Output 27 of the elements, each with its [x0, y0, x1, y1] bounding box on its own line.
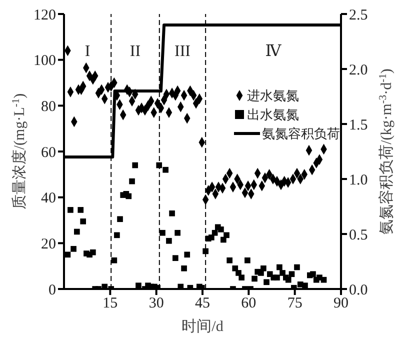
x-tick-label: 60: [241, 296, 256, 312]
x-tick-label: 15: [102, 296, 118, 312]
y-tick-label: 20: [41, 236, 56, 252]
annotation: III: [174, 43, 190, 60]
x-tick-label: 45: [195, 296, 210, 312]
y2-tick-label: 1.5: [349, 117, 368, 134]
y-tick-label: 120: [34, 7, 56, 24]
legend-label: 出水氨氮: [247, 106, 299, 124]
x-tick-label: 75: [287, 296, 302, 312]
y2-tick-label: 1.0: [349, 172, 368, 188]
x-tick-label: 90: [334, 296, 348, 312]
y2-tick-label: 0.0: [349, 282, 368, 298]
annotation: I: [84, 43, 90, 60]
x-tick-label: 30: [148, 296, 164, 312]
annotation: Ⅳ: [265, 43, 282, 60]
legend-label: 进水氨氮: [247, 87, 299, 105]
y-tick-label: 0: [48, 282, 56, 298]
y-tick-label: 40: [41, 190, 56, 207]
y-tick-label: 80: [41, 98, 56, 115]
y2-tick-label: 2.0: [349, 62, 368, 78]
y-tick-label: 60: [41, 144, 56, 161]
y2-tick-label: 0.5: [349, 227, 368, 244]
y2-tick-label: 2.5: [349, 7, 368, 24]
y-tick-label: 100: [34, 53, 56, 70]
annotation: II: [130, 43, 141, 60]
legend-label: 氨氮容积负荷: [262, 125, 340, 143]
x-axis-title: 时间/d: [182, 318, 224, 335]
